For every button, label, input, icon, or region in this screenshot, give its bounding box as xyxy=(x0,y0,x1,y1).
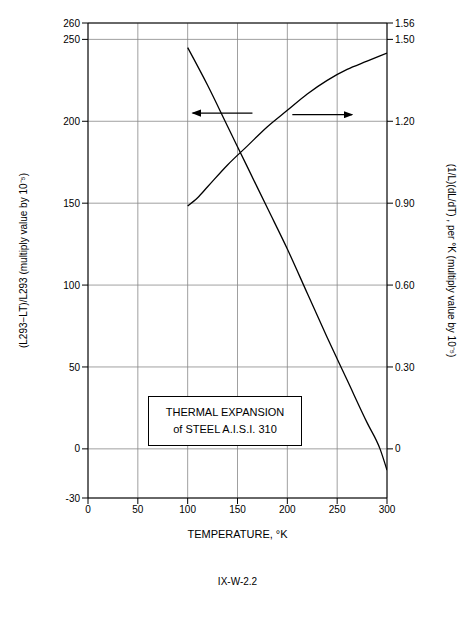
html-text:of STEEL A.I.S.I. 310: of STEEL A.I.S.I. 310 xyxy=(173,423,277,435)
svg-text:100: 100 xyxy=(63,280,80,291)
svg-text:0: 0 xyxy=(395,443,401,454)
svg-text:0: 0 xyxy=(74,443,80,454)
svg-text:TEMPERATURE, °K: TEMPERATURE, °K xyxy=(187,528,288,540)
svg-text:-30: -30 xyxy=(66,493,81,504)
svg-text:0: 0 xyxy=(85,504,91,515)
svg-text:50: 50 xyxy=(69,362,81,373)
svg-text:1.20: 1.20 xyxy=(395,116,415,127)
svg-text:(1/L)(dL/dT) , per °K (multipl: (1/L)(dL/dT) , per °K (multiply value by… xyxy=(446,164,457,357)
svg-text:150: 150 xyxy=(63,198,80,209)
svg-text:0.60: 0.60 xyxy=(395,280,415,291)
svg-text:0.90: 0.90 xyxy=(395,198,415,209)
svg-text:50: 50 xyxy=(132,504,144,515)
svg-text:300: 300 xyxy=(379,504,396,515)
html-text:THERMAL EXPANSION: THERMAL EXPANSION xyxy=(165,406,285,418)
svg-text:1.56: 1.56 xyxy=(395,18,415,29)
svg-text:200: 200 xyxy=(63,116,80,127)
svg-text:100: 100 xyxy=(179,504,196,515)
svg-text:150: 150 xyxy=(229,504,246,515)
svg-text:250: 250 xyxy=(329,504,346,515)
svg-text:200: 200 xyxy=(279,504,296,515)
svg-text:0.30: 0.30 xyxy=(395,362,415,373)
svg-text:1.50: 1.50 xyxy=(395,34,415,45)
svg-text:260: 260 xyxy=(63,18,80,29)
svg-text:250: 250 xyxy=(63,34,80,45)
svg-text:(L293−LT)/L293 (multiply value: (L293−LT)/L293 (multiply value by 10⁻⁵) xyxy=(18,173,29,348)
html-text:IX-W-2.2: IX-W-2.2 xyxy=(217,576,258,587)
